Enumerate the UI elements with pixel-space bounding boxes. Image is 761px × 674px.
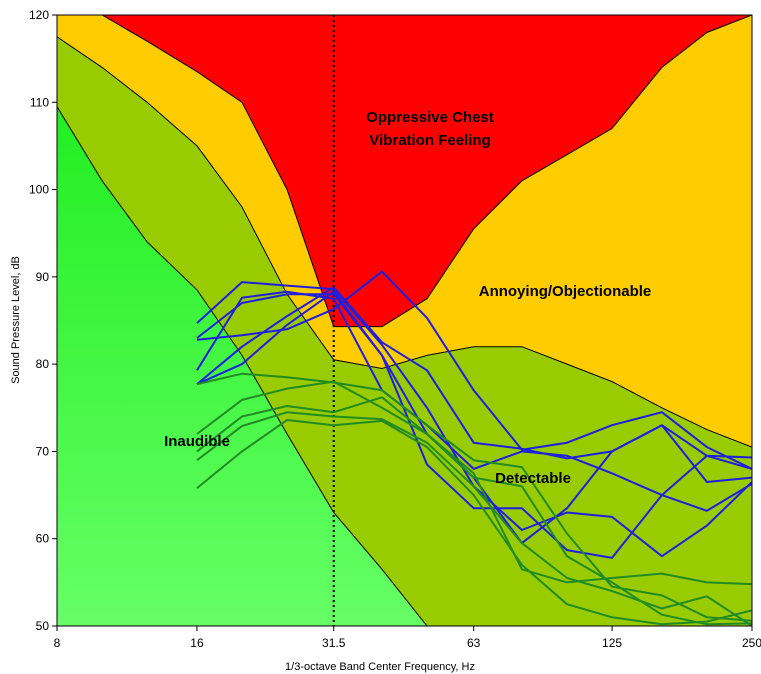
x-axis-title: 1/3-octave Band Center Frequency, Hz: [285, 661, 475, 673]
y-tick-label: 110: [30, 95, 49, 109]
region-label-inaudible: Inaudible: [164, 433, 230, 450]
green-series-line-10: [196, 411, 752, 626]
blue-series-line-3: [196, 290, 752, 512]
plot-frame: [56, 14, 753, 627]
y-tick-label: 120: [29, 8, 49, 22]
y-tick-label: 100: [29, 183, 49, 197]
y-tick-label: 60: [36, 532, 50, 546]
oppressive-region: [57, 15, 752, 327]
boundary-inaudible-upper: [57, 106, 428, 626]
plot-area: [57, 15, 752, 626]
blue-series-line-5: [196, 270, 752, 470]
y-tick-label: 80: [36, 357, 50, 371]
x-tick-label: 16: [190, 636, 204, 650]
x-tick-label: 125: [602, 636, 622, 650]
y-tick-label: 90: [36, 270, 50, 284]
x-tick-label: 8: [54, 636, 61, 650]
y-axis: 50 60 70 80 90 100 110 120: [29, 8, 57, 633]
x-tick-label: 250: [742, 636, 761, 650]
blue-series-line-6: [196, 286, 752, 483]
region-label-annoying: Annoying/Objectionable: [479, 283, 652, 300]
region-label-detectable: Detectable: [495, 470, 571, 487]
region-label-oppressive-line-2: Vibration Feeling: [369, 132, 490, 149]
y-tick-label: 50: [36, 619, 50, 633]
green-series-line-11: [196, 419, 752, 626]
green-series-line-9: [196, 396, 752, 626]
x-tick-label: 63: [467, 636, 481, 650]
region-label-oppressive-line-1: Oppressive Chest: [366, 109, 494, 126]
x-axis: 8 16 31.5 63 125 250: [54, 626, 761, 650]
series-layer: [196, 270, 752, 626]
inaudible-region: [57, 106, 427, 626]
green-series-line-8: [196, 380, 752, 586]
region-boundaries: [57, 15, 752, 626]
x-tick-label: 31.5: [322, 636, 346, 650]
green-series-line-7: [196, 372, 752, 622]
boundary-detectable-upper: [57, 36, 752, 448]
y-tick-label: 70: [36, 444, 50, 458]
y-axis-title: Sound Pressure Level, dB: [10, 256, 22, 384]
boundary-oppressive-lower: [57, 15, 752, 328]
